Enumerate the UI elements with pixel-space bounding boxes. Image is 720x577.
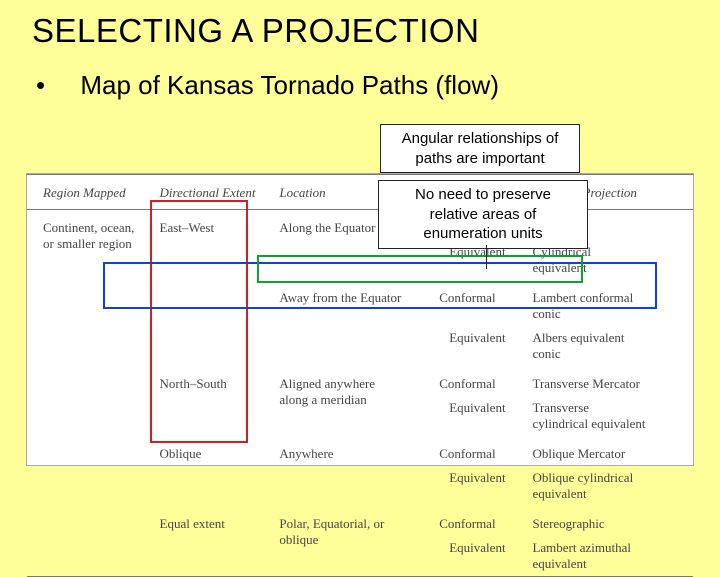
- cell-prop: Conformal: [433, 366, 526, 396]
- cell-proj: Transverse Mercator: [526, 366, 693, 396]
- text: paths are important: [415, 150, 544, 167]
- callout-angular: Angular relationships of paths are impor…: [380, 124, 580, 173]
- table-header-row: Region Mapped Directional Extent Locatio…: [27, 175, 693, 210]
- col-region: Region Mapped: [27, 175, 154, 210]
- cell-prop: Conformal: [433, 436, 526, 466]
- callout-connector: [486, 245, 487, 269]
- cell-proj: Oblique cylindrical equivalent: [526, 466, 693, 506]
- text: equivalent: [532, 486, 586, 501]
- table-row: North–South Aligned anywhere along a mer…: [27, 366, 693, 396]
- text: relative areas of: [430, 206, 537, 223]
- text: cylindrical equivalent: [532, 416, 645, 431]
- cell-dir: Equal extent: [154, 506, 274, 576]
- projection-table: Region Mapped Directional Extent Locatio…: [27, 174, 693, 577]
- text: Aligned anywhere: [279, 376, 375, 391]
- table-row: Continent, ocean, or smaller region East…: [27, 210, 693, 241]
- text: Angular relationships of: [402, 130, 559, 147]
- cell-loc: Polar, Equatorial, or oblique: [273, 506, 433, 576]
- cell-proj: Transverse cylindrical equivalent: [526, 396, 693, 436]
- cell-prop: Equivalent: [433, 326, 526, 366]
- text: conic: [532, 346, 560, 361]
- table-row: Equal extent Polar, Equatorial, or obliq…: [27, 506, 693, 536]
- highlight-box-red: [150, 200, 248, 443]
- text: Continent, ocean,: [43, 220, 134, 235]
- text: Albers equivalent: [532, 330, 624, 345]
- cell-loc: Aligned anywhere along a meridian: [273, 366, 433, 436]
- text: along a meridian: [279, 392, 366, 407]
- cell-proj: Albers equivalent conic: [526, 326, 693, 366]
- callout-areas: No need to preserve relative areas of en…: [378, 180, 588, 249]
- cell-proj: Oblique Mercator: [526, 436, 693, 466]
- bullet-text: Map of Kansas Tornado Paths (flow): [80, 70, 499, 101]
- highlight-box-green: [257, 255, 583, 283]
- text: Transverse: [532, 400, 589, 415]
- cell-prop: Equivalent: [433, 466, 526, 506]
- text: No need to preserve: [415, 186, 551, 203]
- cell-prop: Equivalent: [433, 536, 526, 576]
- cell-dir: Oblique: [154, 436, 274, 506]
- text: Lambert azimuthal: [532, 540, 631, 555]
- cell-proj: Lambert azimuthal equivalent: [526, 536, 693, 576]
- text: or smaller region: [43, 236, 132, 251]
- bullet-marker: •: [36, 70, 73, 101]
- projection-table-panel: Region Mapped Directional Extent Locatio…: [26, 173, 694, 466]
- slide-title: SELECTING A PROJECTION: [0, 0, 720, 50]
- cell-proj: Stereographic: [526, 506, 693, 536]
- cell-loc: Anywhere: [273, 436, 433, 506]
- text: equivalent: [532, 556, 586, 571]
- text: Polar, Equatorial, or: [279, 516, 384, 531]
- bullet-item: • Map of Kansas Tornado Paths (flow): [0, 50, 720, 101]
- text: Oblique cylindrical: [532, 470, 633, 485]
- text: enumeration units: [423, 225, 542, 242]
- cell-prop: Conformal: [433, 506, 526, 536]
- cell-prop: Equivalent: [433, 396, 526, 436]
- table-row: Oblique Anywhere Conformal Oblique Merca…: [27, 436, 693, 466]
